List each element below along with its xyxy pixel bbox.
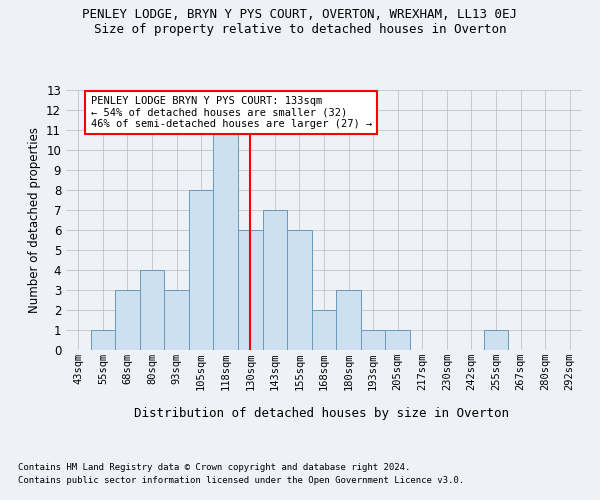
Bar bbox=[336, 290, 361, 350]
Text: Distribution of detached houses by size in Overton: Distribution of detached houses by size … bbox=[133, 408, 509, 420]
Bar bbox=[189, 190, 214, 350]
Bar bbox=[115, 290, 140, 350]
Bar bbox=[214, 130, 238, 350]
Y-axis label: Number of detached properties: Number of detached properties bbox=[28, 127, 41, 313]
Bar bbox=[91, 330, 115, 350]
Text: PENLEY LODGE, BRYN Y PYS COURT, OVERTON, WREXHAM, LL13 0EJ: PENLEY LODGE, BRYN Y PYS COURT, OVERTON,… bbox=[83, 8, 517, 20]
Bar bbox=[263, 210, 287, 350]
Bar bbox=[385, 330, 410, 350]
Bar bbox=[361, 330, 385, 350]
Text: Contains public sector information licensed under the Open Government Licence v3: Contains public sector information licen… bbox=[18, 476, 464, 485]
Text: Size of property relative to detached houses in Overton: Size of property relative to detached ho… bbox=[94, 22, 506, 36]
Text: Contains HM Land Registry data © Crown copyright and database right 2024.: Contains HM Land Registry data © Crown c… bbox=[18, 462, 410, 471]
Bar bbox=[312, 310, 336, 350]
Bar bbox=[140, 270, 164, 350]
Bar bbox=[287, 230, 312, 350]
Bar bbox=[484, 330, 508, 350]
Bar bbox=[238, 230, 263, 350]
Text: PENLEY LODGE BRYN Y PYS COURT: 133sqm
← 54% of detached houses are smaller (32)
: PENLEY LODGE BRYN Y PYS COURT: 133sqm ← … bbox=[91, 96, 372, 129]
Bar bbox=[164, 290, 189, 350]
